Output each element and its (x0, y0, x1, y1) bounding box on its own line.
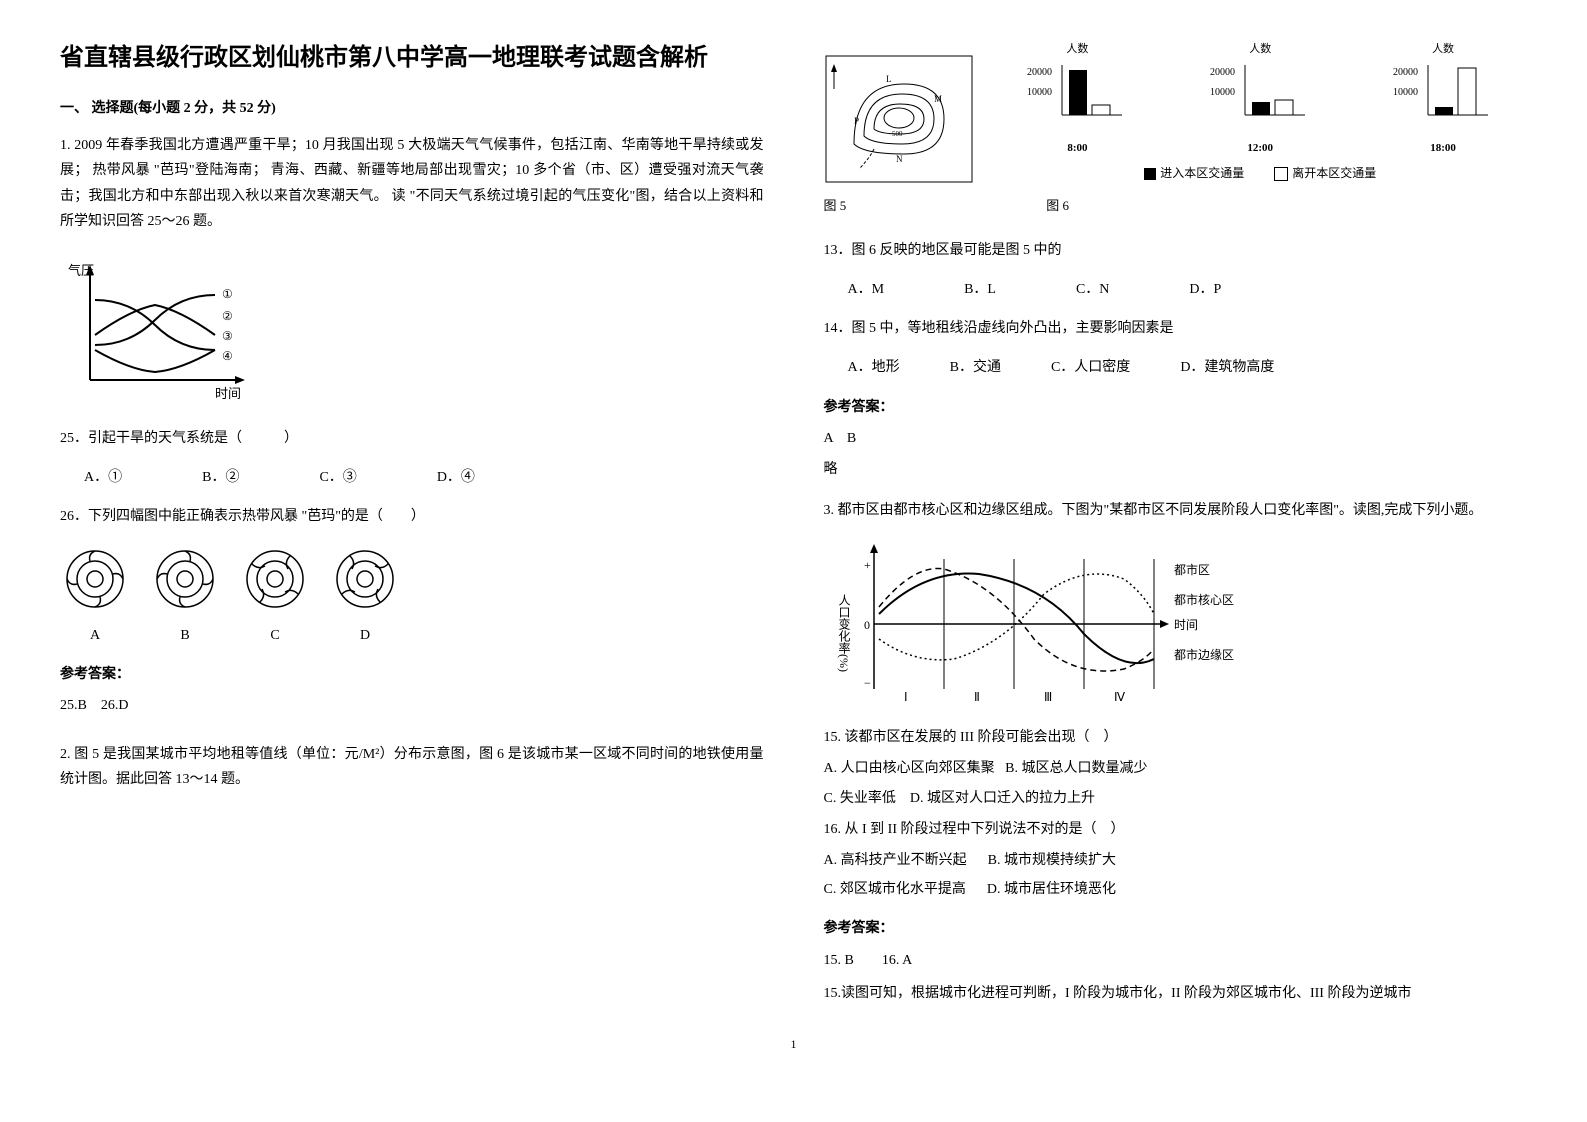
q2-figures: L M P N 500 人数 20000 10000 (824, 40, 1528, 184)
q3-answer: 15. B 16. A (824, 948, 1528, 973)
q13-opt-a: A．M (848, 277, 885, 302)
legend-in: 进入本区交通量 (1160, 163, 1244, 185)
svg-text:N: N (896, 154, 903, 164)
cyclone-label-d: D (330, 623, 400, 648)
q3-stem: 3. 都市区由都市核心区和边缘区组成。下图为"某都市区不同发展阶段人口变化率图"… (824, 498, 1528, 523)
q1-stem: 1. 2009 年春季我国北方遭遇严重干旱；10 月我国出现 5 大极端天气气候… (60, 133, 764, 234)
q14-options: A．地形 B．交通 C．人口密度 D．建筑物高度 (848, 355, 1528, 380)
fig5-caption: 图 5 (824, 194, 847, 217)
x-axis-label: 时间 (215, 386, 241, 401)
q2-stem: 2. 图 5 是我国某城市平均地租等值线（单位：元/M²）分布示意图，图 6 是… (60, 742, 764, 792)
section-header: 一、 选择题(每小题 2 分，共 52 分) (60, 96, 764, 121)
q15-opt-d: D. 城区对人口迁入的拉力上升 (910, 791, 1095, 806)
q2-answer2: 略 (824, 457, 1528, 482)
q16-opt-a: A. 高科技产业不断兴起 (824, 853, 967, 868)
q16-opt-c: C. 郊区城市化水平提高 (824, 882, 966, 897)
q15-opt-b: B. 城区总人口数量减少 (1005, 761, 1147, 776)
svg-text:都市边缘区: 都市边缘区 (1174, 647, 1234, 662)
bar-ylabel-1: 人数 (1027, 40, 1127, 60)
svg-text:Ⅳ: Ⅳ (1114, 690, 1125, 704)
q2-answer1: A B (824, 426, 1528, 451)
svg-text:Ⅰ: Ⅰ (904, 690, 908, 704)
q16-text: 16. 从 I 到 II 阶段过程中下列说法不对的是（ ） (824, 817, 1528, 842)
svg-text:③: ③ (222, 329, 233, 343)
q15-opt-a: A. 人口由核心区向郊区集聚 (824, 761, 995, 776)
q2-answer-label: 参考答案： (824, 395, 1528, 420)
svg-text:②: ② (222, 309, 233, 323)
y-axis-label: 气压 (68, 263, 94, 278)
cyclone-label-a: A (60, 623, 130, 648)
svg-text:20000: 20000 (1393, 67, 1418, 78)
q15-opt-c: C. 失业率低 (824, 791, 896, 806)
population-chart: 人口变化率(%) + 0 − Ⅰ Ⅱ Ⅲ Ⅳ 都市区 都市核心区 时间 都市边缘 (824, 539, 1528, 709)
q16-opt-d: D. 城市居住环境恶化 (987, 882, 1116, 897)
svg-text:Ⅲ: Ⅲ (1044, 690, 1052, 704)
q13-opt-b: B．L (964, 277, 996, 302)
cyclone-label-b: B (150, 623, 220, 648)
svg-text:10000: 10000 (1210, 87, 1235, 98)
q3-answer-label: 参考答案： (824, 916, 1528, 941)
q3-explain: 15.读图可知，根据城市化进程可判断，I 阶段为城市化，II 阶段为郊区城市化、… (824, 981, 1528, 1006)
bar-time-1: 8:00 (1027, 139, 1127, 159)
q13-text: 13．图 6 反映的地区最可能是图 5 中的 (824, 238, 1528, 263)
svg-text:20000: 20000 (1027, 67, 1052, 78)
q25-options: A．① B．② C．③ D．④ (84, 465, 764, 490)
svg-text:+: + (864, 558, 871, 572)
svg-text:人口变化率(%): 人口变化率(%) (837, 594, 851, 672)
bar-ylabel-2: 人数 (1210, 40, 1310, 60)
q13-options: A．M B．L C．N D．P (848, 277, 1528, 302)
q25-opt-c: C．③ (319, 465, 356, 490)
cyclone-figures: A B C D (60, 544, 764, 648)
q1-answer-label: 参考答案： (60, 662, 764, 687)
q13-opt-d: D．P (1189, 277, 1221, 302)
q14-opt-c: C．人口密度 (1051, 355, 1130, 380)
pressure-chart: 气压 时间 ① ② ③ ④ (60, 250, 764, 410)
bar-ylabel-3: 人数 (1393, 40, 1493, 60)
q25-opt-d: D．④ (437, 465, 475, 490)
bar-time-2: 12:00 (1210, 139, 1310, 159)
bar-time-3: 18:00 (1393, 139, 1493, 159)
svg-text:L: L (886, 74, 892, 84)
svg-text:10000: 10000 (1393, 87, 1418, 98)
svg-text:20000: 20000 (1210, 67, 1235, 78)
q26-text: 26．下列四幅图中能正确表示热带风暴 "芭玛"的是（ ） (60, 504, 764, 529)
page-title: 省直辖县级行政区划仙桃市第八中学高一地理联考试题含解析 (60, 40, 764, 76)
q13-opt-c: C．N (1076, 277, 1109, 302)
q25-opt-b: B．② (202, 465, 239, 490)
q14-text: 14．图 5 中，等地租线沿虚线向外凸出，主要影响因素是 (824, 316, 1528, 341)
cyclone-label-c: C (240, 623, 310, 648)
svg-text:M: M (934, 94, 942, 104)
fig6-caption: 图 6 (1046, 194, 1069, 217)
q14-opt-d: D．建筑物高度 (1180, 355, 1274, 380)
q16-opt-b: B. 城市规模持续扩大 (988, 853, 1116, 868)
svg-text:④: ④ (222, 349, 233, 363)
q1-answer: 25.B 26.D (60, 693, 764, 718)
svg-text:10000: 10000 (1027, 87, 1052, 98)
q14-opt-b: B．交通 (950, 355, 1001, 380)
contour-map: L M P N 500 (824, 54, 974, 184)
svg-text:−: − (864, 676, 871, 690)
q25-text: 25．引起干旱的天气系统是（ ） (60, 426, 764, 451)
q14-opt-a: A．地形 (848, 355, 900, 380)
svg-text:Ⅱ: Ⅱ (974, 690, 980, 704)
page-number: 1 (60, 1034, 1527, 1056)
svg-text:500: 500 (892, 130, 903, 138)
legend-out: 离开本区交通量 (1292, 163, 1376, 185)
svg-text:时间: 时间 (1174, 618, 1198, 632)
q15-text: 15. 该都市区在发展的 III 阶段可能会出现（ ） (824, 725, 1528, 750)
svg-text:0: 0 (864, 618, 870, 632)
svg-text:①: ① (222, 287, 233, 301)
svg-text:都市区: 都市区 (1174, 562, 1210, 577)
svg-text:都市核心区: 都市核心区 (1174, 592, 1234, 607)
q25-opt-a: A．① (84, 465, 122, 490)
svg-text:P: P (854, 116, 859, 126)
